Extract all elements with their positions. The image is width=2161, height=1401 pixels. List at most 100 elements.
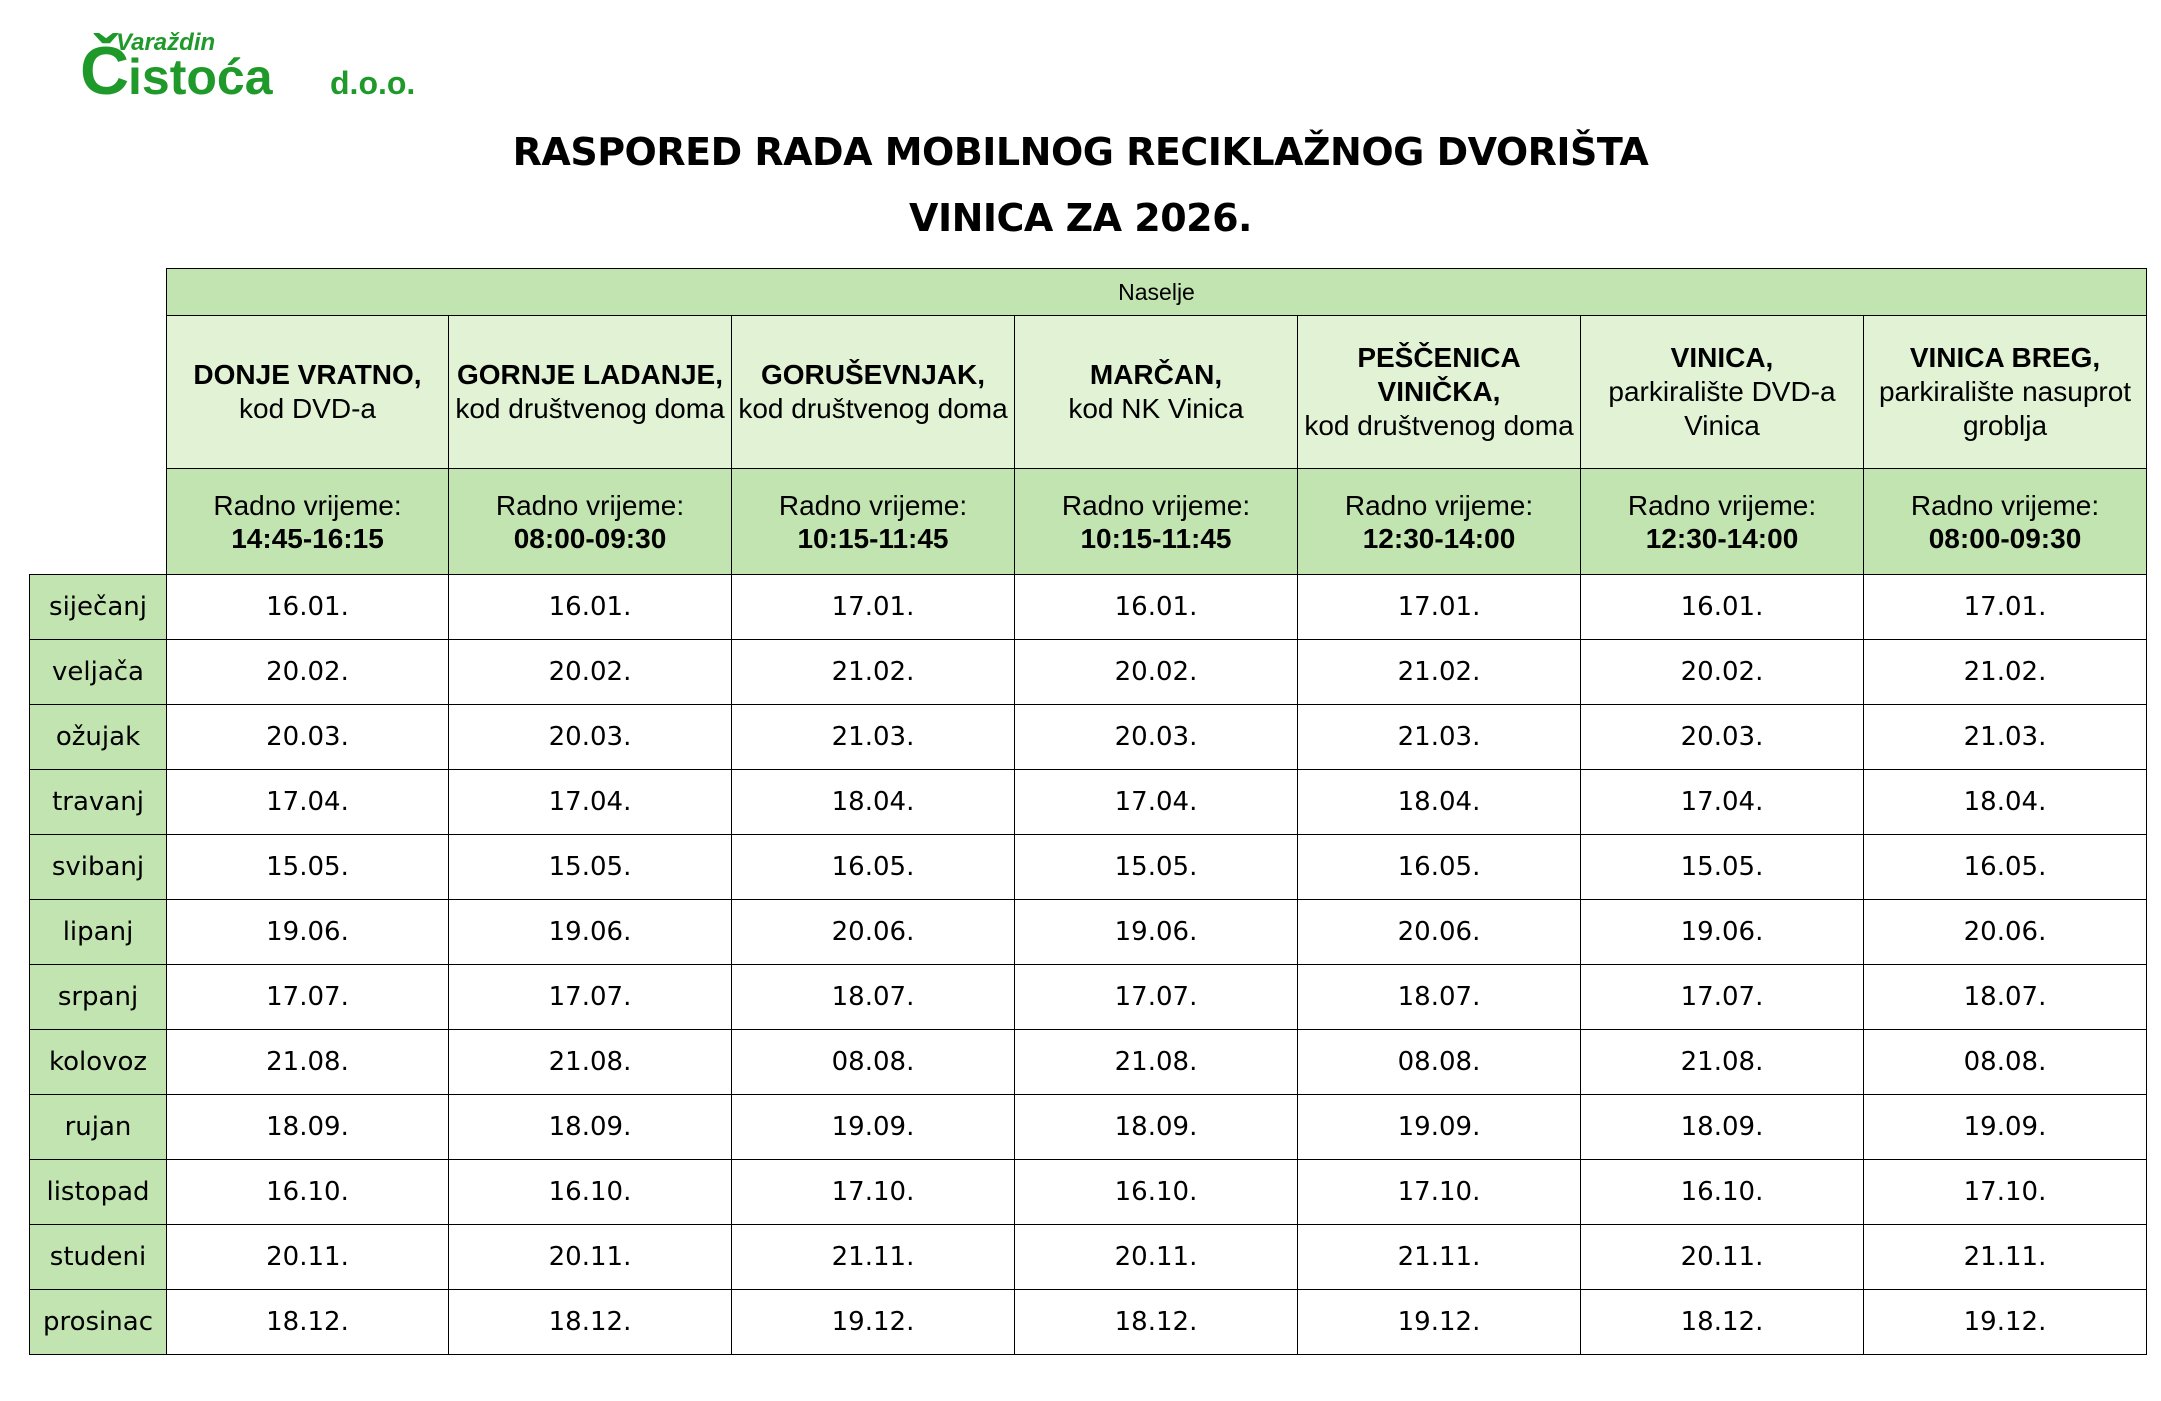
date-cell: 16.10. <box>1014 1159 1298 1225</box>
date-cell: 20.03. <box>1580 704 1864 770</box>
table-row: travanj 17.04. 17.04. 18.04. 17.04. 18.04. 17.… <box>29 769 2147 835</box>
date-cell: 20.03. <box>448 704 732 770</box>
logo-city: Varaždin <box>116 29 215 56</box>
date-cell: 18.04. <box>1297 769 1581 835</box>
date-cell: 17.07. <box>1014 964 1298 1030</box>
date-cell: 20.03. <box>166 704 449 770</box>
date-cell: 19.09. <box>731 1094 1015 1160</box>
working-hours-label: Radno vrijeme: <box>1061 489 1251 521</box>
cistoca-logo: Č Varaždin istoća d.o.o. <box>80 29 415 102</box>
date-cell: 21.03. <box>1863 704 2147 770</box>
month-cell: siječanj <box>29 574 167 640</box>
location-header: DONJE VRATNO, kod DVD-a <box>166 315 449 469</box>
location-header: MARČAN, kod NK Vinica <box>1014 315 1298 469</box>
date-cell: 21.02. <box>731 639 1015 705</box>
location-name: DONJE VRATNO, <box>193 359 422 390</box>
working-hours-label: Radno vrijeme: <box>495 489 685 521</box>
location-header: VINICA, parkiralište DVD-a Vinica <box>1580 315 1864 469</box>
working-hours-label: Radno vrijeme: <box>778 489 968 521</box>
date-cell: 18.12. <box>1014 1289 1298 1355</box>
location-detail: kod DVD-a <box>239 393 376 424</box>
date-cell: 17.01. <box>1863 574 2147 640</box>
location-detail: parkiralište nasuprot groblja <box>1878 376 2132 441</box>
working-hours-value: 10:15-11:45 <box>797 522 949 554</box>
date-cell: 08.08. <box>1863 1029 2147 1095</box>
location-detail: parkiralište DVD-a Vinica <box>1608 376 1836 441</box>
table-row: ožujak 20.03. 20.03. 21.03. 20.03. 21.03. 20.0… <box>29 704 2147 770</box>
date-cell: 16.01. <box>1014 574 1298 640</box>
table-row: listopad 16.10. 16.10. 17.10. 16.10. 17.10. 16… <box>29 1159 2147 1225</box>
date-cell: 16.01. <box>166 574 449 640</box>
location-detail: kod društvenog doma <box>455 393 725 424</box>
date-cell: 21.03. <box>1297 704 1581 770</box>
page-title-line2: VINICA ZA 2026. <box>909 196 1252 240</box>
logo-suffix: d.o.o. <box>330 65 415 101</box>
date-cell: 18.07. <box>1297 964 1581 1030</box>
location-name: PEŠČENICA VINIČKA, <box>1357 342 1521 407</box>
date-cell: 18.09. <box>448 1094 732 1160</box>
month-cell: ožujak <box>29 704 167 770</box>
working-hours-header: Radno vrijeme: 10:15-11:45 <box>731 468 1015 575</box>
date-cell: 20.02. <box>1014 639 1298 705</box>
working-hours-header: Radno vrijeme: 14:45-16:15 <box>166 468 449 575</box>
date-cell: 20.06. <box>731 899 1015 965</box>
month-cell: lipanj <box>29 899 167 965</box>
date-cell: 16.05. <box>731 834 1015 900</box>
date-cell: 18.09. <box>1580 1094 1864 1160</box>
table-row: veljača 20.02. 20.02. 21.02. 20.02. 21.02. 20.… <box>29 639 2147 705</box>
location-header: GORUŠEVNJAK, kod društvenog doma <box>731 315 1015 469</box>
month-cell: srpanj <box>29 964 167 1030</box>
date-cell: 18.12. <box>448 1289 732 1355</box>
working-hours-header: Radno vrijeme: 12:30-14:00 <box>1297 468 1581 575</box>
date-cell: 15.05. <box>1014 834 1298 900</box>
date-cell: 21.08. <box>448 1029 732 1095</box>
table-row: rujan 18.09. 18.09. 19.09. 18.09. 19.09. 18.09… <box>29 1094 2147 1160</box>
date-cell: 17.07. <box>166 964 449 1030</box>
date-cell: 19.12. <box>1863 1289 2147 1355</box>
date-cell: 19.06. <box>166 899 449 965</box>
date-cell: 19.09. <box>1297 1094 1581 1160</box>
date-cell: 19.12. <box>1297 1289 1581 1355</box>
month-cell: listopad <box>29 1159 167 1225</box>
working-hours-value: 08:00-09:30 <box>513 522 667 554</box>
date-cell: 21.08. <box>166 1029 449 1095</box>
location-detail: kod društvenog doma <box>738 393 1008 424</box>
date-cell: 18.12. <box>166 1289 449 1355</box>
table-row: srpanj 17.07. 17.07. 18.07. 17.07. 18.07. 17.0… <box>29 964 2147 1030</box>
date-cell: 15.05. <box>1580 834 1864 900</box>
date-cell: 21.02. <box>1297 639 1581 705</box>
date-cell: 21.03. <box>731 704 1015 770</box>
date-cell: 21.08. <box>1580 1029 1864 1095</box>
date-cell: 16.05. <box>1297 834 1581 900</box>
date-cell: 21.02. <box>1863 639 2147 705</box>
date-cell: 17.04. <box>166 769 449 835</box>
date-cell: 19.09. <box>1863 1094 2147 1160</box>
logo-name: istoća <box>128 49 274 102</box>
logo-initial: Č <box>80 32 129 102</box>
month-cell: veljača <box>29 639 167 705</box>
working-hours-label: Radno vrijeme: <box>1344 489 1534 521</box>
date-cell: 20.11. <box>1014 1224 1298 1290</box>
working-hours-header: Radno vrijeme: 08:00-09:30 <box>448 468 732 575</box>
naselje-header: Naselje <box>166 268 2147 316</box>
date-cell: 17.04. <box>1580 769 1864 835</box>
working-hours-value: 12:30-14:00 <box>1645 522 1799 554</box>
table-row: siječanj 16.01. 16.01. 17.01. 16.01. 17.01. 16… <box>29 574 2147 640</box>
date-cell: 18.12. <box>1580 1289 1864 1355</box>
working-hours-header: Radno vrijeme: 08:00-09:30 <box>1863 468 2147 575</box>
date-cell: 08.08. <box>731 1029 1015 1095</box>
date-cell: 21.08. <box>1014 1029 1298 1095</box>
working-hours-value: 10:15-11:45 <box>1080 522 1232 554</box>
table-row: studeni 20.11. 20.11. 21.11. 20.11. 21.11. 20.… <box>29 1224 2147 1290</box>
page-title-line1: RASPORED RADA MOBILNOG RECIKLAŽNOG DVORI… <box>512 130 1649 174</box>
date-cell: 19.06. <box>448 899 732 965</box>
date-cell: 17.07. <box>1580 964 1864 1030</box>
date-cell: 16.10. <box>448 1159 732 1225</box>
date-cell: 20.02. <box>448 639 732 705</box>
date-cell: 17.01. <box>1297 574 1581 640</box>
location-detail: kod društvenog doma <box>1304 410 1574 441</box>
date-cell: 21.11. <box>1297 1224 1581 1290</box>
month-cell: svibanj <box>29 834 167 900</box>
date-cell: 18.04. <box>731 769 1015 835</box>
month-cell: travanj <box>29 769 167 835</box>
